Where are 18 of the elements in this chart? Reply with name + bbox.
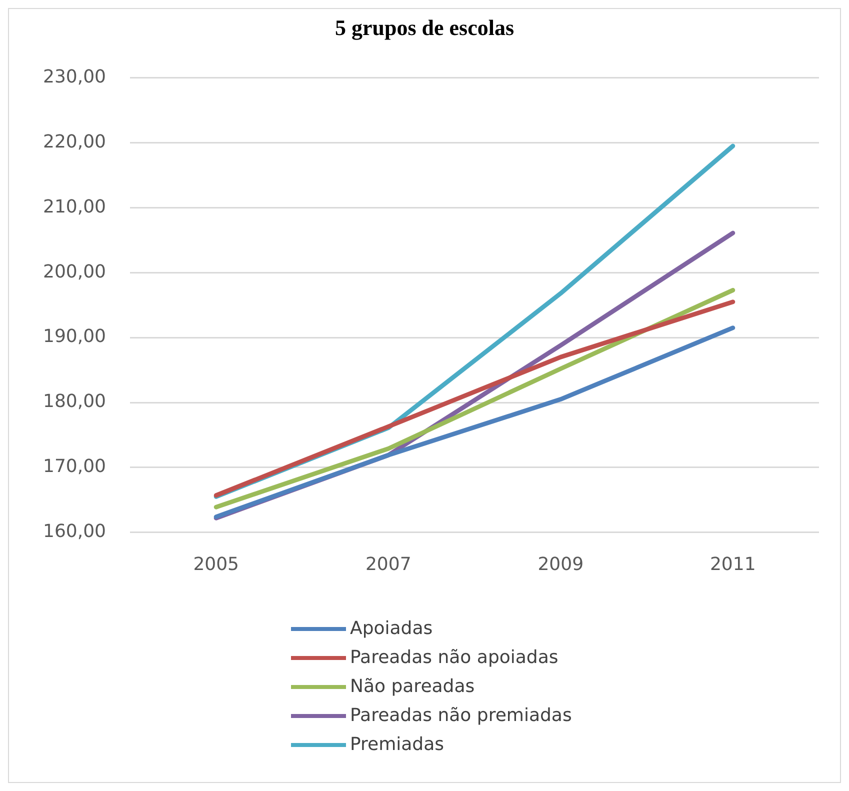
y-tick-label: 180,00 [43, 391, 106, 412]
y-tick-label: 230,00 [43, 66, 106, 88]
y-tick-label: 210,00 [43, 196, 106, 218]
legend-label: Pareadas não premiadas [350, 705, 572, 726]
y-tick-label: 160,00 [43, 521, 106, 542]
x-tick-label: 2005 [193, 554, 240, 575]
y-tick-label: 170,00 [43, 456, 106, 478]
x-tick-label: 2009 [538, 554, 584, 575]
legend-label: Premiadas [350, 734, 444, 755]
legend-label: Pareadas não apoiadas [350, 647, 558, 668]
chart-title: 5 grupos de escolas [334, 14, 516, 42]
x-tick-label: 2011 [710, 554, 756, 575]
y-tick-label: 220,00 [43, 131, 106, 152]
legend-label: Apoiadas [350, 618, 433, 639]
y-tick-label: 190,00 [43, 326, 106, 348]
x-tick-label: 2007 [365, 554, 412, 575]
legend-label: Não pareadas [350, 676, 475, 697]
y-tick-label: 200,00 [43, 261, 106, 282]
